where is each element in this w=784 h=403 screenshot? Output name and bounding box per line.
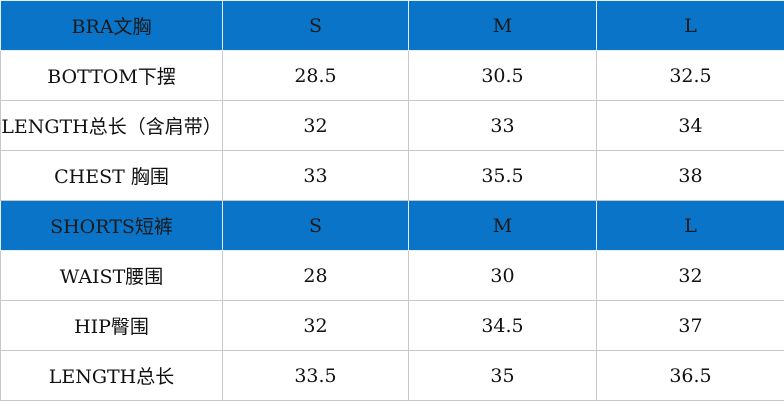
value-cell: 30.5 [408,50,597,101]
value-cell: 30 [408,250,597,301]
value-cell: 34.5 [408,300,597,351]
row-label-cell: HIP臀围 [0,300,223,351]
data-row: LENGTH总长（含肩带） 32 33 34 [0,100,784,151]
cell-text: 30.5 [481,64,524,87]
cell-text: 33 [303,164,328,187]
cell-text: 35.5 [481,164,524,187]
value-cell: 32 [222,300,409,351]
row-label-cell: WAIST腰围 [0,250,223,301]
value-cell: 37 [596,300,784,351]
header-row: SHORTS短裤 S M L [0,200,784,251]
cell-text: LENGTH总长 [48,366,175,388]
row-label-cell: LENGTH总长 [0,350,223,401]
value-cell: 32.5 [596,50,784,101]
cell-text: 28.5 [294,64,337,87]
cell-text: BRA文胸 [71,16,152,38]
cell-text: 38 [678,164,703,187]
data-row: LENGTH总长 33.5 35 36.5 [0,350,784,401]
value-cell: L [596,200,784,251]
value-cell: L [596,0,784,51]
data-row: CHEST 胸围 33 35.5 38 [0,150,784,201]
value-cell: 28.5 [222,50,409,101]
value-cell: 33.5 [222,350,409,401]
cell-text: WAIST腰围 [59,266,164,288]
cell-text: CHEST 胸围 [54,166,169,188]
cell-text: 33 [490,114,515,137]
row-label-cell: LENGTH总长（含肩带） [0,100,223,151]
row-label-cell: CHEST 胸围 [0,150,223,201]
cell-text: 36.5 [669,364,712,387]
data-row: WAIST腰围 28 30 32 [0,250,784,301]
cell-text: M [492,14,513,37]
cell-text: SHORTS短裤 [50,216,173,238]
value-cell: 35.5 [408,150,597,201]
value-cell: 35 [408,350,597,401]
value-cell: S [222,0,409,51]
value-cell: 28 [222,250,409,301]
value-cell: 36.5 [596,350,784,401]
cell-text: 32 [678,264,703,287]
row-label-cell: BOTTOM下摆 [0,50,223,101]
cell-text: S [308,214,323,237]
value-cell: 34 [596,100,784,151]
cell-text: 32 [303,114,328,137]
cell-text: 30 [490,264,515,287]
cell-text: 34.5 [481,314,524,337]
value-cell: 33 [408,100,597,151]
value-cell: M [408,0,597,51]
cell-text: 33.5 [294,364,337,387]
value-cell: 33 [222,150,409,201]
value-cell: 32 [596,250,784,301]
row-label-cell: SHORTS短裤 [0,200,223,251]
cell-text: L [684,14,697,37]
cell-text: S [308,14,323,37]
data-row: BOTTOM下摆 28.5 30.5 32.5 [0,50,784,101]
data-row: HIP臀围 32 34.5 37 [0,300,784,351]
cell-text: M [492,214,513,237]
cell-text: BOTTOM下摆 [47,66,176,88]
cell-text: 35 [490,364,515,387]
value-cell: M [408,200,597,251]
cell-text: HIP臀围 [74,316,149,338]
cell-text: 37 [678,314,703,337]
cell-text: 28 [303,264,328,287]
cell-text: 32.5 [669,64,712,87]
value-cell: 38 [596,150,784,201]
value-cell: 32 [222,100,409,151]
header-row: BRA文胸 S M L [0,0,784,51]
cell-text: 34 [678,114,703,137]
value-cell: S [222,200,409,251]
cell-text: L [684,214,697,237]
row-label-cell: BRA文胸 [0,0,223,51]
cell-text: 32 [303,314,328,337]
cell-text: LENGTH总长（含肩带） [1,116,222,138]
